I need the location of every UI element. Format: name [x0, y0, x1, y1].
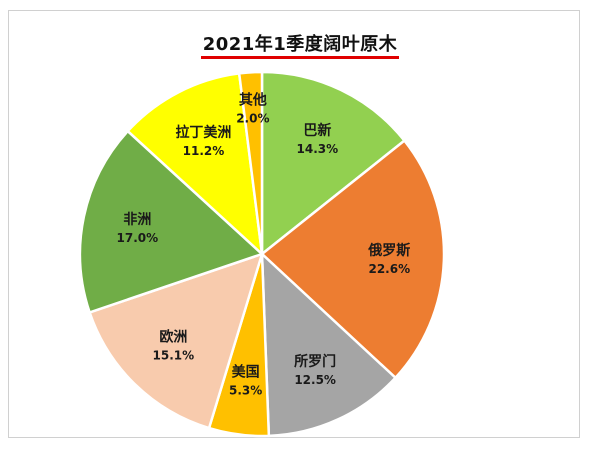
slice-label-3: 美国	[232, 363, 260, 380]
slice-label-4: 欧洲	[159, 328, 187, 345]
slice-label-0: 巴新	[303, 122, 331, 139]
slice-value-4: 15.1%	[153, 348, 195, 362]
pie-slice-0	[260, 70, 407, 257]
slice-label-5: 非洲	[123, 211, 151, 228]
slice-label-7: 其他	[239, 92, 267, 109]
pie-slice-7	[237, 70, 264, 255]
pie-slice-6	[126, 72, 264, 258]
pie-slice-5	[78, 129, 265, 314]
pie-slice-1	[260, 138, 446, 380]
chart-title: 2021年1季度阔叶原木	[0, 30, 600, 59]
slice-value-2: 12.5%	[294, 373, 336, 387]
pie-slice-4	[88, 252, 264, 430]
slice-label-1: 俄罗斯	[367, 242, 410, 259]
pie-slice-2	[260, 251, 398, 438]
slice-value-3: 5.3%	[229, 383, 262, 397]
slice-label-6: 拉丁美洲	[175, 124, 231, 141]
slice-label-2: 所罗门	[294, 353, 336, 370]
slice-value-6: 11.2%	[183, 144, 225, 158]
slice-value-7: 2.0%	[236, 112, 269, 126]
slice-value-0: 14.3%	[297, 142, 339, 156]
slice-value-1: 22.6%	[368, 262, 410, 276]
slice-value-5: 17.0%	[117, 231, 159, 245]
